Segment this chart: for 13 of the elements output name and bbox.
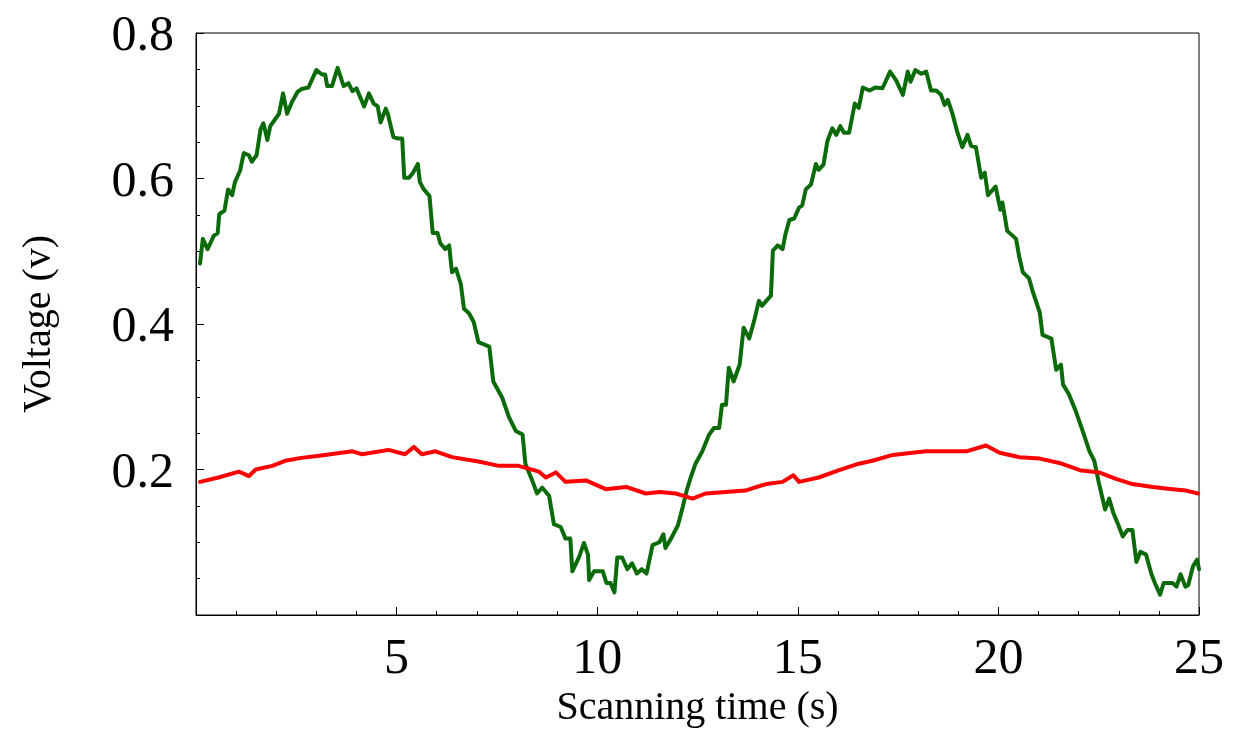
- x-tick-label: 10: [572, 628, 623, 684]
- x-tick-label: 15: [772, 628, 823, 684]
- line-series: [198, 65, 1201, 597]
- x-tick-label: 5: [384, 628, 410, 684]
- y-axis-title: Voltage (v): [13, 234, 59, 414]
- x-tick-label: 20: [973, 628, 1024, 684]
- y-tick-label: 0.2: [111, 441, 174, 498]
- y-tick-label: 0.8: [111, 5, 174, 61]
- x-axis-title: Scanning time (s): [556, 683, 839, 729]
- y-tick-label: 0.4: [111, 296, 174, 352]
- y-tick-label: 0.6: [111, 150, 174, 207]
- x-tick-label: 25: [1174, 628, 1224, 684]
- line-series: [198, 443, 1201, 501]
